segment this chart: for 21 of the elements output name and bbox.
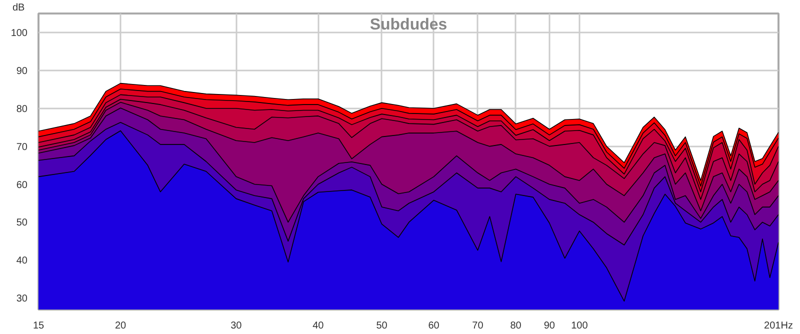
x-tick-label: 100 bbox=[571, 320, 588, 332]
x-tick-label: 90 bbox=[544, 320, 556, 332]
x-tick-label: 30 bbox=[230, 320, 242, 332]
y-axis-title: dB bbox=[12, 2, 26, 14]
x-tick-label: 60 bbox=[428, 320, 440, 332]
chart-title: Subdudes bbox=[370, 16, 448, 34]
y-tick-label: 60 bbox=[16, 180, 28, 191]
x-tick-label: 15 bbox=[32, 320, 44, 332]
x-tick-label: 20 bbox=[114, 320, 127, 332]
y-tick-label: 30 bbox=[16, 294, 28, 305]
y-tick-label: 50 bbox=[16, 218, 28, 229]
x-tick-label: 70 bbox=[472, 320, 484, 332]
y-tick-label: 40 bbox=[16, 256, 28, 267]
y-tick-label: 90 bbox=[16, 66, 28, 77]
x-tick-label: 201Hz bbox=[764, 320, 793, 332]
y-tick-label: 100 bbox=[10, 28, 28, 39]
x-tick-label: 80 bbox=[510, 320, 522, 332]
y-tick-label: 80 bbox=[16, 104, 28, 115]
x-tick-label: 50 bbox=[376, 320, 388, 332]
x-tick-label: 40 bbox=[312, 320, 324, 332]
y-tick-label: 70 bbox=[16, 142, 28, 153]
